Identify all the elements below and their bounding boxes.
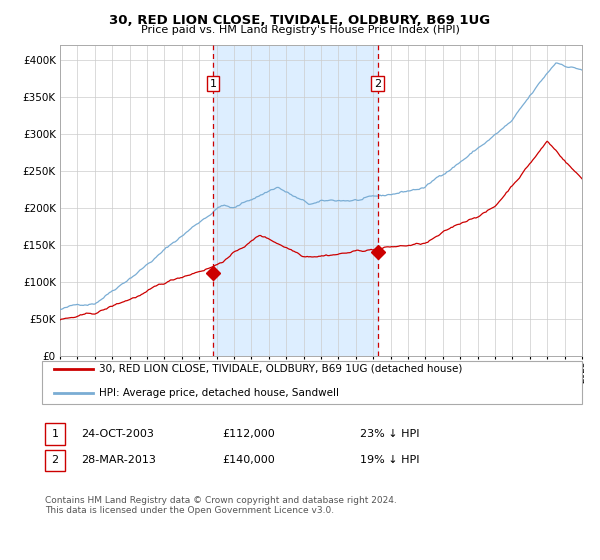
Text: 23% ↓ HPI: 23% ↓ HPI	[360, 429, 419, 439]
Text: 30, RED LION CLOSE, TIVIDALE, OLDBURY, B69 1UG: 30, RED LION CLOSE, TIVIDALE, OLDBURY, B…	[109, 14, 491, 27]
Text: Contains HM Land Registry data © Crown copyright and database right 2024.
This d: Contains HM Land Registry data © Crown c…	[45, 496, 397, 515]
Text: 24-OCT-2003: 24-OCT-2003	[81, 429, 154, 439]
Text: 1: 1	[209, 78, 217, 88]
Text: 19% ↓ HPI: 19% ↓ HPI	[360, 455, 419, 465]
Text: £112,000: £112,000	[222, 429, 275, 439]
Text: HPI: Average price, detached house, Sandwell: HPI: Average price, detached house, Sand…	[99, 388, 339, 398]
Text: 1: 1	[52, 429, 58, 439]
Text: Price paid vs. HM Land Registry's House Price Index (HPI): Price paid vs. HM Land Registry's House …	[140, 25, 460, 35]
Text: 28-MAR-2013: 28-MAR-2013	[81, 455, 156, 465]
Text: 2: 2	[52, 455, 58, 465]
Bar	[213, 45, 377, 356]
Text: 2: 2	[374, 78, 381, 88]
Text: 30, RED LION CLOSE, TIVIDALE, OLDBURY, B69 1UG (detached house): 30, RED LION CLOSE, TIVIDALE, OLDBURY, B…	[99, 364, 463, 374]
Text: £140,000: £140,000	[222, 455, 275, 465]
